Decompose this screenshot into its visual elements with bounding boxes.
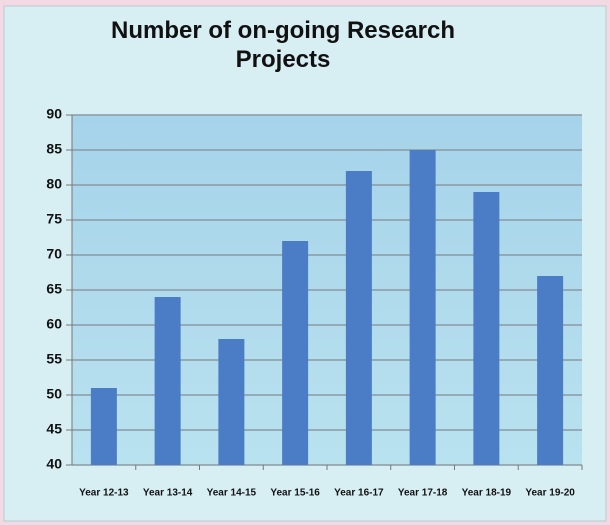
y-tick-label: 45 bbox=[46, 421, 62, 437]
bar bbox=[90, 388, 117, 465]
bar bbox=[473, 192, 500, 465]
y-tick-label: 50 bbox=[46, 386, 62, 402]
y-tick-label: 60 bbox=[46, 316, 62, 332]
x-tick-label: Year 17-18 bbox=[398, 488, 448, 499]
y-tick-label: 80 bbox=[46, 176, 62, 192]
x-tick-label: Year 15-16 bbox=[270, 488, 320, 499]
y-tick-label: 85 bbox=[46, 141, 62, 157]
bar bbox=[345, 171, 372, 465]
y-tick-label: 55 bbox=[46, 351, 62, 367]
bar bbox=[218, 339, 245, 465]
y-tick-label: 75 bbox=[46, 211, 62, 227]
bar bbox=[537, 276, 564, 465]
x-tick-label: Year 14-15 bbox=[207, 488, 257, 499]
bar bbox=[282, 241, 309, 465]
bar bbox=[154, 297, 181, 465]
y-tick-label: 40 bbox=[46, 456, 62, 472]
x-tick-label: Year 12-13 bbox=[79, 488, 129, 499]
bar bbox=[409, 150, 436, 465]
x-tick-label: Year 16-17 bbox=[334, 488, 384, 499]
x-tick-label: Year 13-14 bbox=[143, 488, 193, 499]
x-tick-label: Year 18-19 bbox=[462, 488, 512, 499]
chart-title: Number of on-going Research Projects bbox=[110, 17, 456, 73]
y-tick-label: 90 bbox=[46, 106, 62, 122]
x-tick-label: Year 19-20 bbox=[525, 488, 575, 499]
y-tick-label: 70 bbox=[46, 246, 62, 262]
y-tick-label: 65 bbox=[46, 281, 62, 297]
